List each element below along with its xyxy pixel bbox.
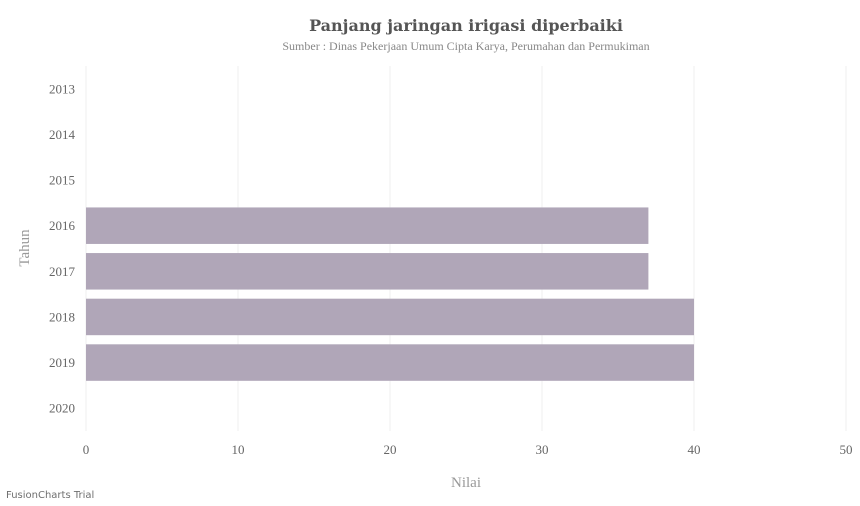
chart-subtitle: Sumber : Dinas Pekerjaan Umum Cipta Kary… (282, 39, 649, 53)
x-tick-label: 0 (83, 442, 90, 457)
y-tick-label: 2019 (49, 355, 75, 370)
x-tick-label: 50 (840, 442, 853, 457)
bars (86, 207, 694, 381)
watermark-text: FusionCharts Trial (6, 490, 94, 501)
y-tick-label: 2018 (49, 309, 75, 324)
y-tick-label: 2014 (49, 127, 76, 142)
y-tick-label: 2015 (49, 173, 75, 188)
bar (86, 298, 694, 336)
y-tick-labels: 2013 2014 2015 2016 2017 2018 2019 2020 (49, 81, 76, 415)
bar (86, 344, 694, 381)
y-tick-label: 2013 (49, 81, 75, 96)
chart-title: Panjang jaringan irigasi diperbaiki (309, 16, 623, 35)
x-axis-title: Nilai (451, 475, 481, 491)
x-tick-labels: 0 10 20 30 40 50 (83, 442, 853, 457)
bar (86, 253, 649, 290)
x-tick-label: 30 (536, 442, 549, 457)
y-axis-title: Tahun (17, 229, 33, 267)
x-tick-label: 10 (232, 442, 245, 457)
x-tick-label: 40 (688, 442, 701, 457)
y-tick-label: 2016 (49, 218, 76, 233)
y-tick-label: 2020 (49, 401, 75, 416)
y-tick-label: 2017 (49, 264, 76, 279)
bar (86, 207, 649, 244)
x-tick-label: 20 (384, 442, 397, 457)
